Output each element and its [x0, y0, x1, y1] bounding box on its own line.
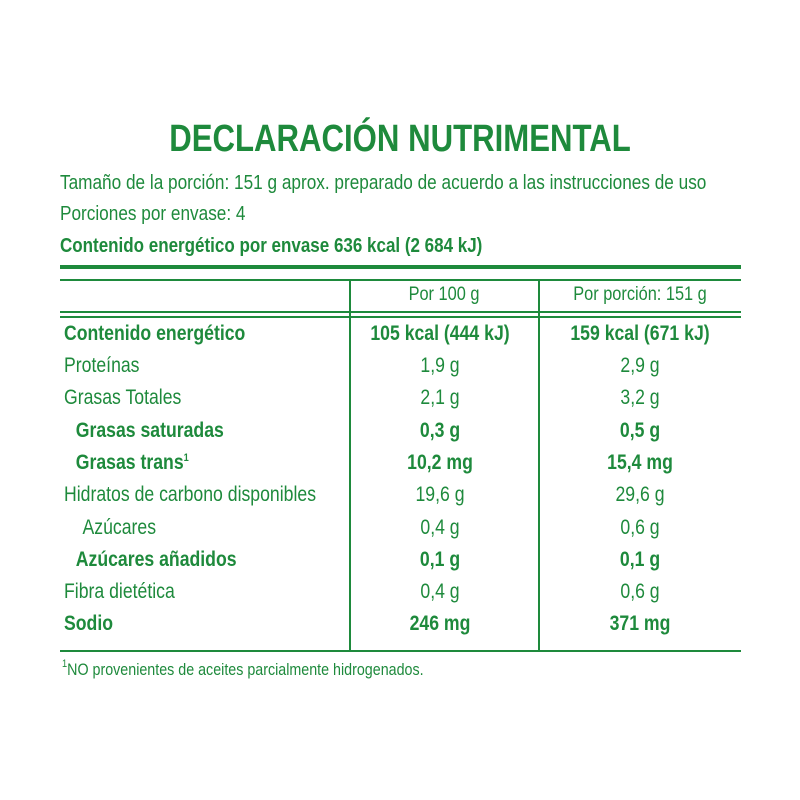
- nutrient-name: Proteínas: [64, 354, 140, 377]
- row-saturated-fat: Grasas saturadas 0,3 g 0,5 g: [0, 419, 800, 451]
- value-per-100g: 1,9 g: [420, 354, 460, 377]
- nutrient-name: Contenido energético: [64, 322, 246, 345]
- value-per-serving: 0,5 g: [619, 419, 661, 442]
- column-header-per-serving: Por porción: 151 g: [573, 284, 707, 305]
- header-top-rule: [60, 279, 741, 281]
- row-sugars: Azúcares 0,4 g 0,6 g: [0, 516, 800, 548]
- value-per-serving: 0,6 g: [620, 580, 660, 603]
- column-header-per-100g: Por 100 g: [408, 284, 480, 305]
- value-per-serving: 15,4 mg: [607, 451, 673, 474]
- value-per-serving: 2,9 g: [620, 354, 660, 377]
- header-bottom-rule-1: [60, 311, 741, 313]
- footnote-text: NO provenientes de aceites parcialmente …: [67, 660, 424, 679]
- nutrient-name: Fibra dietética: [64, 580, 175, 603]
- row-fiber: Fibra dietética 0,4 g 0,6 g: [0, 580, 800, 612]
- row-trans-fat: Grasas trans1 10,2 mg 15,4 mg: [0, 451, 800, 483]
- energy-per-container: Contenido energético por envase 636 kcal…: [60, 235, 483, 257]
- value-per-100g: 2,1 g: [420, 386, 460, 409]
- row-energy: Contenido energético 105 kcal (444 kJ) 1…: [0, 322, 800, 354]
- row-protein: Proteínas 1,9 g 2,9 g: [0, 354, 800, 386]
- value-per-100g: 105 kcal (444 kJ): [370, 322, 510, 345]
- value-per-serving: 0,1 g: [619, 548, 661, 571]
- value-per-serving: 3,2 g: [620, 386, 660, 409]
- value-per-serving: 29,6 g: [615, 483, 665, 506]
- nutrient-name: Grasas saturadas: [75, 419, 224, 442]
- serving-size: Tamaño de la porción: 151 g aprox. prepa…: [60, 172, 707, 194]
- nutrient-name: Grasas Totales: [64, 386, 182, 409]
- servings-per-container: Porciones por envase: 4: [60, 203, 246, 225]
- column-divider-2: [538, 279, 540, 652]
- label-title: DECLARACIÓN NUTRIMENTAL: [169, 118, 631, 160]
- nutrient-name: Sodio: [64, 612, 113, 635]
- row-added-sugars: Azúcares añadidos 0,1 g 0,1 g: [0, 548, 800, 580]
- value-per-100g: 0,1 g: [419, 548, 461, 571]
- value-per-serving: 159 kcal (671 kJ): [570, 322, 710, 345]
- nutrient-name: Grasas trans: [75, 451, 184, 474]
- nutrient-name: Azúcares añadidos: [75, 548, 237, 571]
- value-per-100g: 10,2 mg: [407, 451, 473, 474]
- footnote-number: 1: [62, 658, 68, 670]
- value-per-100g: 0,3 g: [419, 419, 461, 442]
- row-carbohydrates: Hidratos de carbono disponibles 19,6 g 2…: [0, 483, 800, 515]
- value-per-serving: 0,6 g: [620, 516, 660, 539]
- column-divider-1: [349, 279, 351, 652]
- header-bottom-rule-2: [60, 316, 741, 318]
- value-per-100g: 19,6 g: [415, 483, 465, 506]
- value-per-100g: 246 mg: [409, 612, 471, 635]
- row-sodium: Sodio 246 mg 371 mg: [0, 612, 800, 644]
- bottom-rule: [60, 650, 741, 652]
- footnote: 1NO provenientes de aceites parcialmente…: [62, 658, 424, 680]
- nutrient-name-with-footnote: Grasas trans1: [64, 451, 189, 475]
- value-per-serving: 371 mg: [609, 612, 671, 635]
- nutrient-name: Azúcares: [82, 516, 157, 539]
- nutrient-name: Hidratos de carbono disponibles: [64, 483, 317, 506]
- footnote-marker: 1: [183, 452, 189, 464]
- value-per-100g: 0,4 g: [420, 516, 460, 539]
- value-per-100g: 0,4 g: [420, 580, 460, 603]
- top-rule: [60, 265, 741, 269]
- row-total-fat: Grasas Totales 2,1 g 3,2 g: [0, 386, 800, 418]
